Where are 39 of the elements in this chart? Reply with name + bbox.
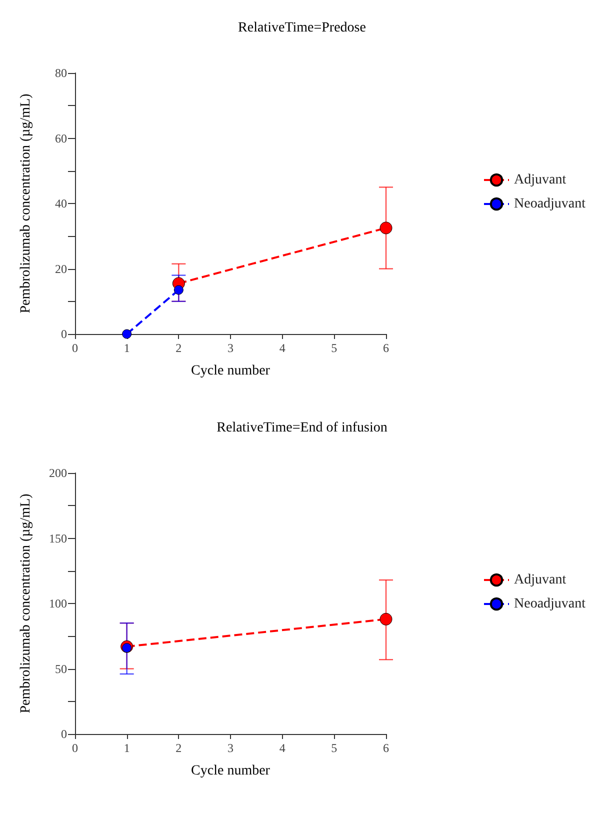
x-tick-label: 3 [228,741,234,755]
x-tick-label: 3 [228,341,234,355]
x-tick-label: 2 [176,341,182,355]
x-tick-label: 0 [72,341,78,355]
legend-label: Neoadjuvant [514,596,586,612]
point [380,612,392,626]
chart-title: RelativeTime=Predose [238,20,366,36]
x-tick-label: 0 [72,741,78,755]
y-axis-title: Pembrolizumab concentration (µg/mL) [18,93,34,314]
x-tick-label: 5 [331,341,338,355]
point [174,285,184,295]
y-tick-label: 20 [55,262,67,276]
y-tick-label: 80 [55,66,67,80]
y-tick-label: 0 [61,327,67,341]
x-tick-label: 5 [331,741,338,755]
x-tick-label: 2 [176,741,182,755]
legend-label: Adjuvant [514,572,566,588]
y-tick-label: 40 [55,196,67,210]
y-axis-title: Pembrolizumab concentration (µg/mL) [18,493,34,714]
y-tick-label: 200 [49,466,67,480]
x-tick-label: 4 [279,741,286,755]
y-tick-label: 60 [55,131,67,146]
x-tick-label: 6 [383,741,389,755]
y-tick-label: 100 [49,596,67,610]
y-tick-label: 50 [55,662,67,676]
x-axis-title: Cycle number [191,764,270,778]
x-tick-label: 4 [279,341,286,355]
legend-label: Neoadjuvant [514,196,586,212]
point [380,222,392,234]
point [122,329,132,339]
x-tick-label: 1 [124,741,130,755]
x-axis-title: Cycle number [191,364,270,378]
y-tick-label: 0 [61,727,67,741]
legend-label: Adjuvant [514,172,566,188]
chart-title: RelativeTime=End of infusion [216,420,388,436]
point [122,643,132,653]
x-tick-label: 1 [124,341,130,355]
x-tick-label: 6 [383,341,389,355]
y-tick-label: 150 [49,531,67,546]
